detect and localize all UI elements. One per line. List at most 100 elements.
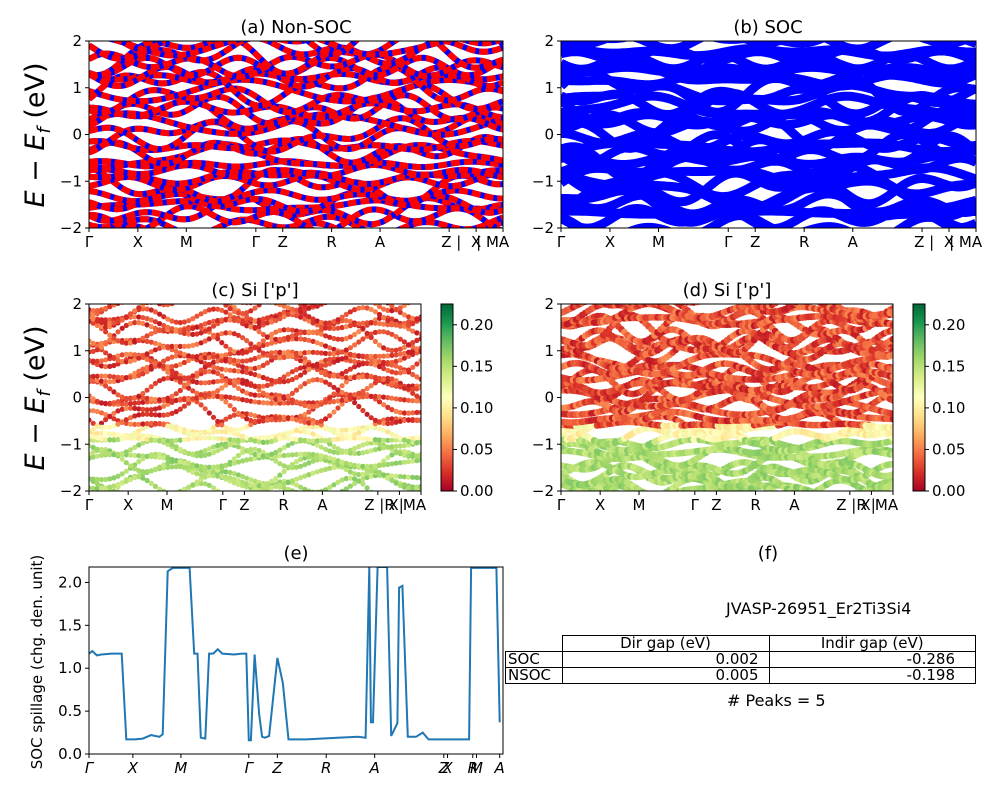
projection-point	[285, 393, 291, 399]
projection-point	[675, 517, 682, 524]
projection-point	[161, 294, 166, 299]
projection-point	[190, 288, 195, 293]
projection-point	[356, 478, 362, 484]
projection-point	[406, 449, 412, 456]
projection-point	[302, 486, 308, 491]
projection-point	[318, 438, 324, 444]
projection-point	[240, 358, 246, 364]
projection-point	[90, 311, 96, 318]
projection-point	[314, 457, 320, 463]
projection-point	[177, 446, 183, 452]
projection-point	[107, 413, 113, 419]
projection-point	[319, 296, 324, 301]
projection-point	[152, 466, 158, 472]
projection-point	[356, 403, 362, 410]
projection-point	[210, 354, 217, 360]
projection-point	[368, 374, 374, 380]
projection-point	[227, 378, 233, 384]
projection-point	[165, 356, 171, 362]
projection-point	[360, 442, 366, 448]
projection-point	[302, 415, 308, 421]
panel-d-title: (d) Si ['p']	[683, 280, 772, 301]
projection-point	[418, 475, 421, 481]
projection-point	[393, 473, 399, 479]
projection-point	[248, 357, 254, 363]
projection-point	[248, 316, 254, 322]
projection-point	[364, 470, 370, 476]
projection-point	[327, 287, 332, 292]
projection-point	[235, 472, 241, 478]
projection-point	[273, 355, 279, 361]
projection-point	[252, 344, 258, 351]
projection-point	[256, 418, 262, 424]
projection-point	[260, 400, 266, 406]
projection-point	[687, 517, 694, 524]
projection-point	[323, 299, 328, 304]
projection-point	[364, 411, 370, 417]
projection-point	[372, 329, 378, 335]
projection-point	[314, 318, 320, 324]
projection-point	[570, 493, 577, 500]
colorbar-tick-label: 0.00	[460, 482, 493, 500]
projection-point	[406, 417, 412, 423]
projection-point	[406, 386, 412, 392]
projection-point	[302, 356, 308, 362]
projection-point	[264, 352, 270, 358]
projection-point	[177, 406, 183, 412]
projection-point	[781, 493, 788, 500]
projection-point	[306, 429, 312, 435]
projection-point	[376, 394, 383, 400]
projection-point	[335, 461, 341, 467]
projection-point	[277, 482, 283, 488]
projection-point	[260, 390, 266, 396]
projection-point	[107, 451, 113, 457]
projection-point	[248, 422, 254, 428]
projection-point	[269, 331, 275, 337]
projection-point	[273, 317, 279, 324]
projection-point	[612, 494, 619, 501]
projection-point	[244, 310, 250, 316]
projection-point	[177, 397, 183, 403]
projection-point	[95, 502, 100, 507]
projection-point	[654, 496, 661, 503]
projection-point	[343, 375, 349, 381]
projection-point	[343, 460, 349, 466]
projection-point	[119, 436, 125, 442]
projection-point	[703, 511, 710, 518]
projection-point	[277, 435, 283, 441]
projection-point	[186, 461, 192, 467]
projection-point	[406, 438, 412, 445]
projection-point	[260, 439, 266, 445]
projection-point	[252, 483, 258, 489]
projection-point	[169, 410, 175, 416]
projection-point	[302, 473, 308, 479]
projection-point	[182, 278, 187, 283]
projection-point	[273, 415, 279, 421]
projection-point	[681, 518, 688, 525]
projection-point	[144, 395, 150, 401]
projection-point	[335, 405, 341, 411]
projection-point	[277, 336, 283, 342]
projection-point	[210, 306, 217, 312]
ytick-label: 1	[72, 79, 82, 97]
projection-point	[257, 496, 262, 501]
projection-point	[289, 416, 295, 422]
projection-point	[244, 338, 250, 344]
projection-point	[235, 368, 241, 374]
projection-point	[240, 388, 246, 394]
projection-point	[144, 322, 150, 328]
projection-point	[347, 366, 353, 372]
projection-point	[298, 350, 304, 356]
projection-point	[111, 320, 117, 326]
projection-point	[194, 354, 200, 360]
projection-point	[169, 318, 175, 324]
projection-point	[231, 460, 237, 466]
projection-point	[721, 496, 728, 503]
projection-point	[115, 392, 121, 398]
projection-point	[302, 369, 308, 375]
projection-point	[343, 311, 349, 317]
projection-point	[107, 484, 113, 490]
projection-point	[381, 306, 387, 312]
projection-point	[178, 296, 183, 301]
projection-point	[385, 290, 390, 295]
